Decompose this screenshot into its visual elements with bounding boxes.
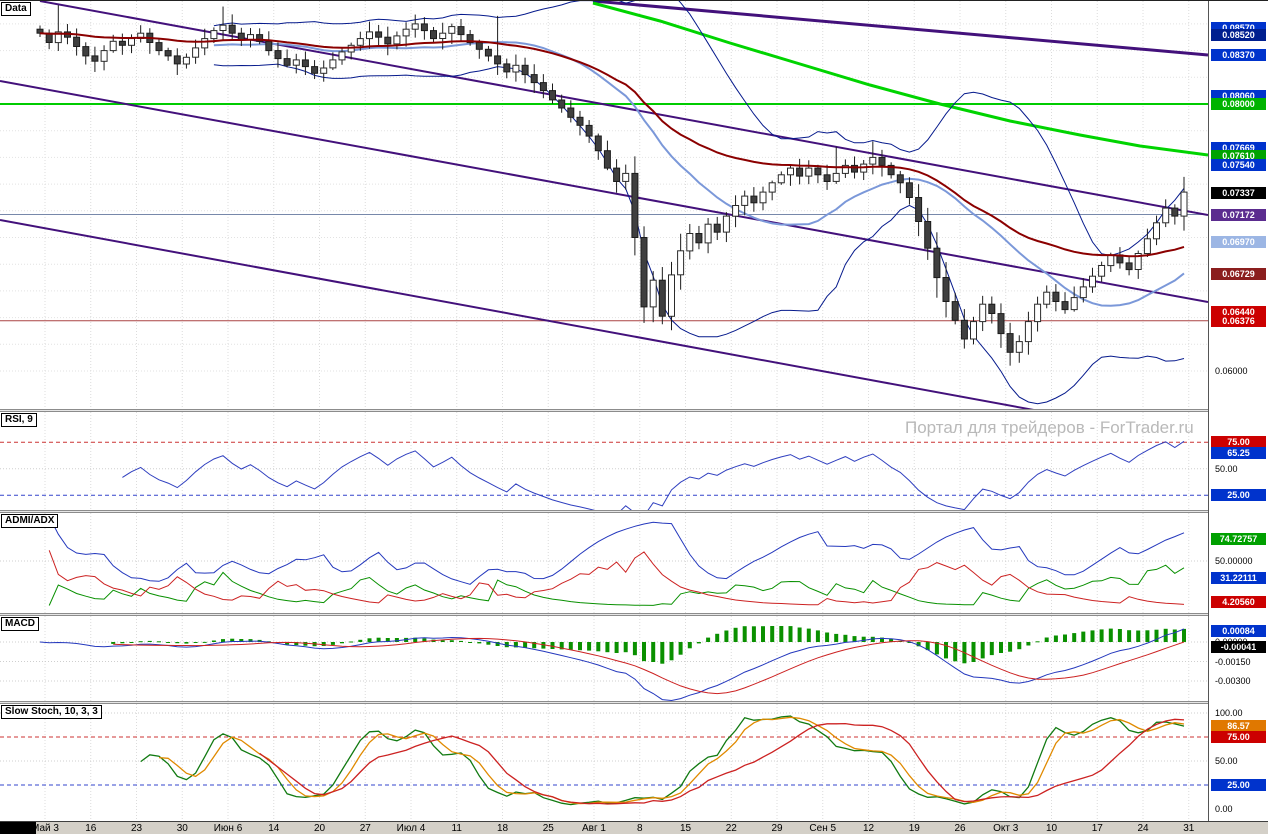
time-tick-label: 12 [862,823,875,834]
time-tick-label: 26 [954,823,966,834]
price-label-box: 4.20560 [1211,596,1266,608]
axis-label: 50.00 [1215,464,1238,474]
adx-canvas[interactable] [0,513,1208,613]
time-tick-label: Май 3 [31,823,59,834]
time-tick-label: 23 [130,823,143,834]
time-tick-label: 20 [313,823,326,834]
time-tick-label: 11 [451,823,462,834]
watermark-text: Портал для трейдеров - ForTrader.ru [905,418,1194,437]
time-tick-label: 10 [1045,823,1058,834]
price-label-box: 0.06970 [1211,236,1266,248]
price-label-box: 0.08370 [1211,49,1266,61]
time-tick-label: Сен 5 [809,823,837,834]
pane-divider[interactable] [0,701,1268,704]
pane-label-adx: ADMI/ADX [1,514,59,528]
price-label-box: 0.07172 [1211,209,1266,221]
price-label-box: 0.08000 [1211,98,1266,110]
price-label-box: 0.08520 [1211,29,1266,41]
axis-label: 50.00000 [1215,556,1253,566]
stochastic-canvas[interactable] [0,704,1208,821]
price-label-box: 0.07540 [1211,159,1266,171]
time-tick-label: 19 [908,823,920,834]
pane-divider[interactable] [0,510,1268,513]
price-label-box: 0.00084 [1211,625,1266,637]
axis-corner-box [0,822,36,834]
axis-label: -0.00300 [1215,676,1251,686]
time-tick-label: 30 [176,823,188,834]
time-tick-label: Июн 6 [213,823,243,834]
pane-divider[interactable] [0,613,1268,616]
time-tick-label: 29 [771,823,783,834]
price-label-box: 0.06729 [1211,268,1266,280]
price-chart-canvas[interactable] [0,1,1208,409]
price-label-box: 0.06376 [1211,315,1266,327]
time-axis[interactable]: Май 3 16 23 30 Июн 6 14 20 27 Июл 4 11 18 25 Авг 1 8 1… [0,821,1268,834]
time-tick-label: 8 [636,823,643,834]
pane-label-rsi: RSI, 9 [1,413,37,427]
time-tick-label: 17 [1091,823,1103,834]
pane-label-stoch: Slow Stoch, 10, 3, 3 [1,705,102,719]
time-tick-label: 18 [496,823,509,834]
axis-label: 50.00 [1215,756,1238,766]
time-tick-label: 27 [359,823,371,834]
stochastic-pane[interactable]: Slow Stoch, 10, 3, 3 [0,704,1208,821]
time-tick-label: 15 [679,823,692,834]
time-tick-label: 14 [268,823,280,834]
time-tick-label: 22 [725,823,737,834]
price-label-box: 25.00 [1211,779,1266,791]
time-tick-label: Июл 4 [396,823,426,834]
axis-label: 0.00000 [1215,637,1248,647]
price-label-box: 75.00 [1211,436,1266,448]
time-tick-label: 16 [85,823,97,834]
axis-label: 0.06000 [1215,366,1248,376]
axis-label: 100.00 [1215,708,1243,718]
price-label-box: 25.00 [1211,489,1266,501]
price-label-box: 86.57 [1211,720,1266,732]
pane-divider[interactable] [0,409,1268,412]
time-tick-label: Авг 1 [582,823,606,834]
price-label-box: 65.25 [1211,447,1266,459]
macd-canvas[interactable] [0,616,1208,701]
price-axis-column[interactable]: 0.08570 0.08520 0.08370 0.08060 0.08000 0.076… [1208,1,1268,821]
time-tick-label: Окт 3 [993,823,1019,834]
price-label-box: -0.00041 [1211,641,1266,653]
time-tick-label: 31 [1183,823,1195,834]
macd-pane[interactable]: MACD [0,616,1208,701]
axis-label: 0.00 [1215,804,1233,814]
price-label-box: 75.00 [1211,731,1266,743]
price-label-box: 0.07337 [1211,187,1266,199]
pane-label-macd: MACD [1,617,39,631]
time-tick-label: 25 [542,823,554,834]
adx-pane[interactable]: ADMI/ADX [0,513,1208,613]
price-label-box: 31.22111 [1211,572,1266,584]
price-chart-pane[interactable]: Data [0,1,1208,409]
rsi-canvas[interactable] [0,412,1208,510]
axis-label: -0.00150 [1215,657,1251,667]
rsi-pane[interactable]: RSI, 9 [0,412,1208,510]
time-tick-label: 24 [1137,823,1149,834]
pane-label-data: Data [1,2,31,16]
price-label-box: 74.72757 [1211,533,1266,545]
